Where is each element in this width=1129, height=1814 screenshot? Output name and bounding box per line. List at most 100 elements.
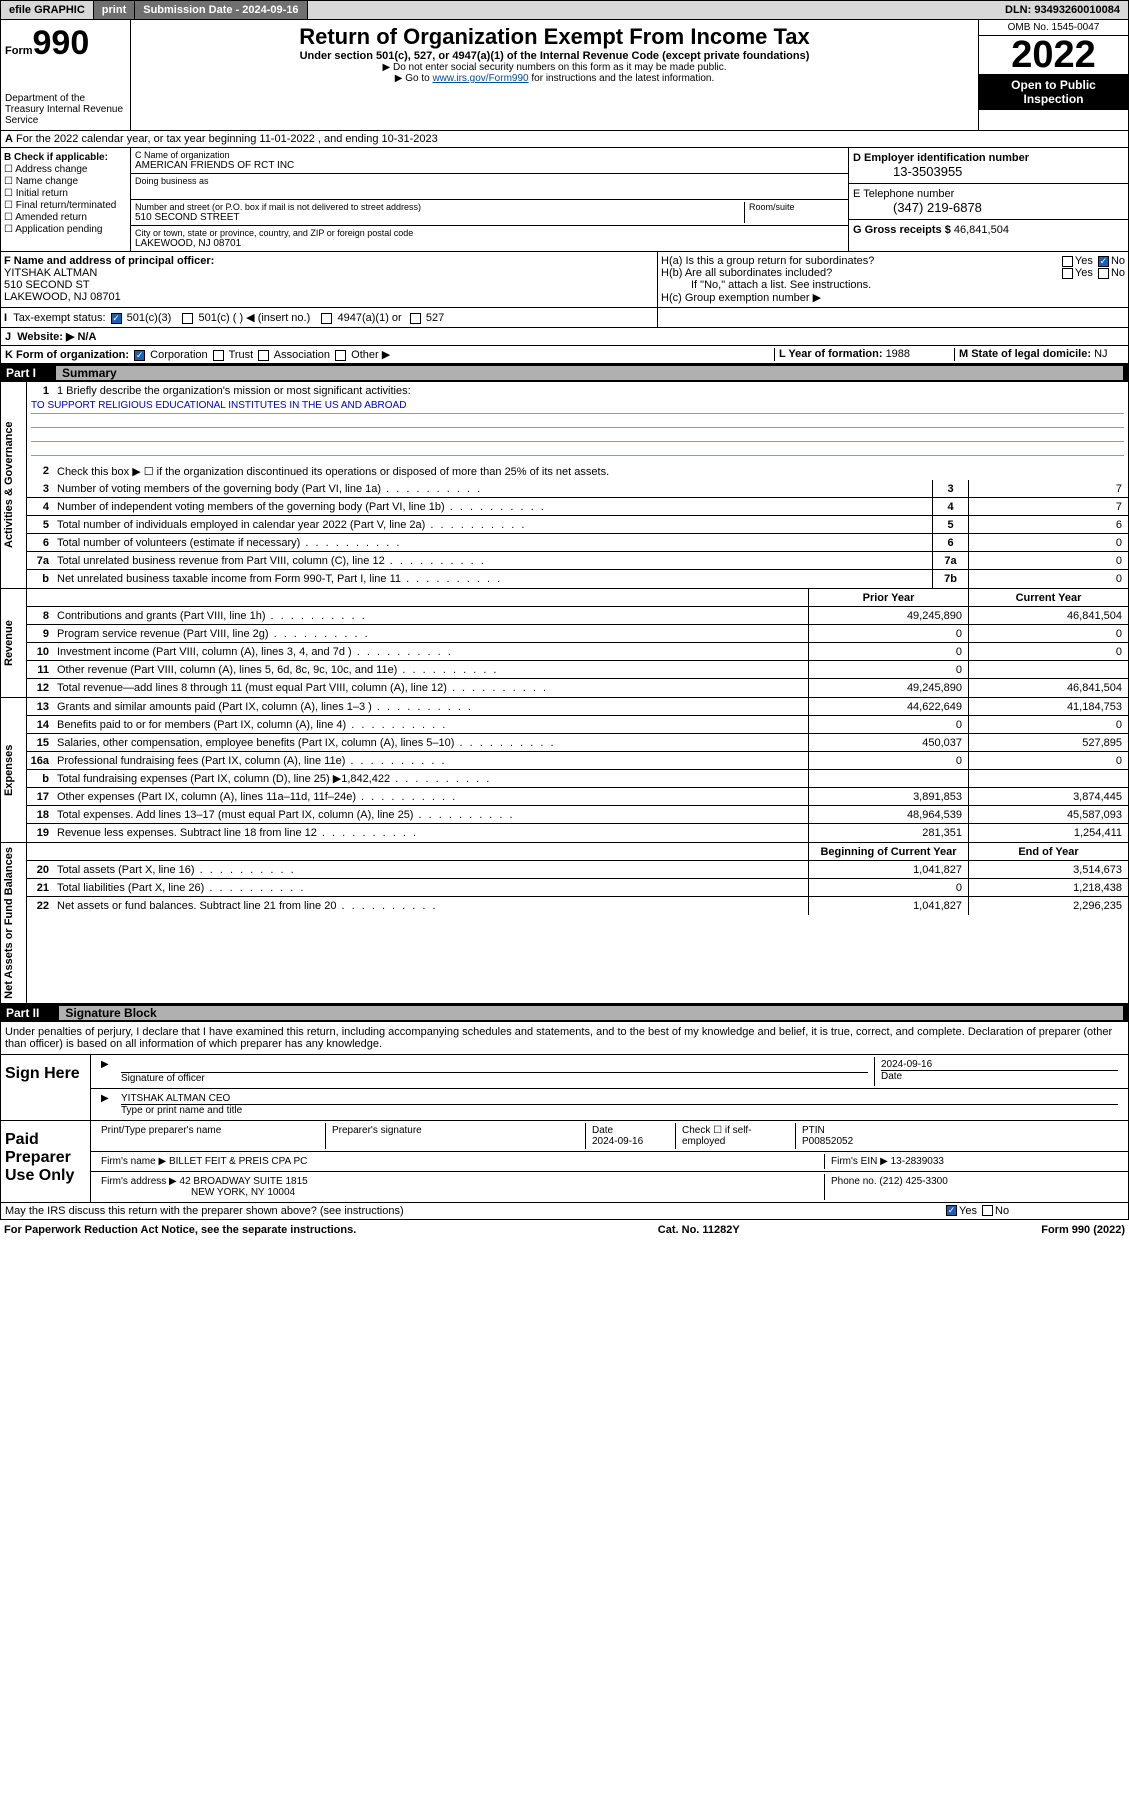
principal-officer: F Name and address of principal officer:…: [1, 252, 658, 307]
check-amended-return[interactable]: ☐ Amended return: [4, 212, 127, 223]
form-header: Form990 Department of the Treasury Inter…: [0, 20, 1129, 131]
open-to-public: Open to Public Inspection: [979, 74, 1128, 110]
part1-header: Part ISummary: [0, 364, 1129, 382]
dln: DLN: 93493260010084: [997, 1, 1128, 19]
header-right: OMB No. 1545-0047 2022 Open to Public In…: [978, 20, 1128, 130]
city-cell: City or town, state or province, country…: [131, 226, 848, 251]
state-domicile: M State of legal domicile: NJ: [954, 348, 1124, 361]
gov-line-7a: 7a Total unrelated business revenue from…: [27, 552, 1128, 570]
discuss-yes-check[interactable]: ✓: [946, 1205, 957, 1216]
tax-year-line: A For the 2022 calendar year, or tax yea…: [0, 131, 1129, 148]
instructions-note: ▶ Go to www.irs.gov/Form990 for instruct…: [135, 73, 974, 84]
summary-expenses: Expenses 13 Grants and similar amounts p…: [0, 698, 1129, 843]
ein-cell: D Employer identification number 13-3503…: [849, 148, 1128, 184]
header-title-block: Return of Organization Exempt From Incom…: [131, 20, 978, 130]
section-klm: K Form of organization: ✓ Corporation Tr…: [0, 346, 1129, 364]
line-8: 8 Contributions and grants (Part VIII, l…: [27, 607, 1128, 625]
efile-label: efile GRAPHIC: [1, 1, 94, 19]
discuss-no-check[interactable]: [982, 1205, 993, 1216]
line-22: 22 Net assets or fund balances. Subtract…: [27, 897, 1128, 915]
line-17: 17 Other expenses (Part IX, column (A), …: [27, 788, 1128, 806]
line-10: 10 Investment income (Part VIII, column …: [27, 643, 1128, 661]
part2-header: Part IISignature Block: [0, 1004, 1129, 1022]
col-c-org-info: C Name of organization AMERICAN FRIENDS …: [131, 148, 848, 251]
line-12: 12 Total revenue—add lines 8 through 11 …: [27, 679, 1128, 697]
other-check[interactable]: [335, 350, 346, 361]
check-application-pending[interactable]: ☐ Application pending: [4, 224, 127, 235]
summary-netassets: Net Assets or Fund Balances Beginning of…: [0, 843, 1129, 1004]
submission-date: Submission Date - 2024-09-16: [135, 1, 307, 19]
ha-row: H(a) Is this a group return for subordin…: [661, 255, 1125, 267]
assoc-check[interactable]: [258, 350, 269, 361]
501c3-check[interactable]: ✓: [111, 313, 122, 324]
check-address-change[interactable]: ☐ Address change: [4, 164, 127, 175]
line-21: 21 Total liabilities (Part X, line 26) 0…: [27, 879, 1128, 897]
line-9: 9 Program service revenue (Part VIII, li…: [27, 625, 1128, 643]
form-subtitle: Under section 501(c), 527, or 4947(a)(1)…: [135, 50, 974, 62]
privacy-note: ▶ Do not enter social security numbers o…: [135, 62, 974, 73]
city-state-zip: LAKEWOOD, NJ 08701: [135, 238, 844, 249]
discuss-row: May the IRS discuss this return with the…: [0, 1203, 1129, 1220]
hc-row: H(c) Group exemption number ▶: [661, 291, 1125, 304]
line-b: b Total fundraising expenses (Part IX, c…: [27, 770, 1128, 788]
hb-note: If "No," attach a list. See instructions…: [661, 279, 1125, 291]
sign-here-label: Sign Here: [1, 1055, 91, 1120]
check-initial-return[interactable]: ☐ Initial return: [4, 188, 127, 199]
print-button[interactable]: print: [94, 1, 135, 19]
check-final-return[interactable]: ☐ Final return/terminated: [4, 200, 127, 211]
sign-here-block: Sign Here ▶ Signature of officer 2024-09…: [0, 1055, 1129, 1121]
form-of-org: K Form of organization: ✓ Corporation Tr…: [5, 348, 774, 361]
summary-revenue: Revenue Prior Year Current Year 8 Contri…: [0, 589, 1129, 698]
dba-cell: Doing business as: [131, 174, 848, 200]
top-bar: efile GRAPHIC print Submission Date - 20…: [0, 0, 1129, 20]
section-fh: F Name and address of principal officer:…: [0, 252, 1129, 308]
501c-check[interactable]: [182, 313, 193, 324]
phone-cell: E Telephone number (347) 219-6878: [849, 184, 1128, 220]
ha-yes-check[interactable]: [1062, 256, 1073, 267]
gov-line-5: 5 Total number of individuals employed i…: [27, 516, 1128, 534]
tax-year: 2022: [979, 36, 1128, 74]
phone-value: (347) 219-6878: [853, 200, 1124, 215]
section-i: I Tax-exempt status: ✓ 501(c)(3) 501(c) …: [0, 308, 1129, 328]
paid-preparer-block: Paid Preparer Use Only Print/Type prepar…: [0, 1121, 1129, 1203]
line-16a: 16a Professional fundraising fees (Part …: [27, 752, 1128, 770]
gross-receipts-value: 46,841,504: [954, 224, 1009, 236]
form-title: Return of Organization Exempt From Incom…: [135, 24, 974, 50]
paid-preparer-label: Paid Preparer Use Only: [1, 1121, 91, 1202]
group-return: H(a) Is this a group return for subordin…: [658, 252, 1128, 307]
ha-no-check[interactable]: ✓: [1098, 256, 1109, 267]
vtab-expenses: Expenses: [1, 698, 27, 842]
gov-line-4: 4 Number of independent voting members o…: [27, 498, 1128, 516]
line-20: 20 Total assets (Part X, line 16) 1,041,…: [27, 861, 1128, 879]
vtab-governance: Activities & Governance: [1, 382, 27, 588]
form-version: Form 990 (2022): [1041, 1224, 1125, 1236]
line-14: 14 Benefits paid to or for members (Part…: [27, 716, 1128, 734]
527-check[interactable]: [410, 313, 421, 324]
line-18: 18 Total expenses. Add lines 13–17 (must…: [27, 806, 1128, 824]
gov-line-6: 6 Total number of volunteers (estimate i…: [27, 534, 1128, 552]
gov-line-3: 3 Number of voting members of the govern…: [27, 480, 1128, 498]
org-name: AMERICAN FRIENDS OF RCT INC: [135, 160, 844, 171]
dept-label: Department of the Treasury Internal Reve…: [5, 93, 126, 126]
corp-check[interactable]: ✓: [134, 350, 145, 361]
line-15: 15 Salaries, other compensation, employe…: [27, 734, 1128, 752]
4947-check[interactable]: [321, 313, 332, 324]
gov-line-b: b Net unrelated business taxable income …: [27, 570, 1128, 588]
hb-no-check[interactable]: [1098, 268, 1109, 279]
footer: For Paperwork Reduction Act Notice, see …: [0, 1220, 1129, 1240]
org-name-cell: C Name of organization AMERICAN FRIENDS …: [131, 148, 848, 174]
street-cell: Number and street (or P.O. box if mail i…: [131, 200, 848, 226]
end-year-hdr: End of Year: [968, 843, 1128, 860]
hb-yes-check[interactable]: [1062, 268, 1073, 279]
instructions-link[interactable]: www.irs.gov/Form990: [432, 73, 528, 84]
col-b-checks: B Check if applicable: ☐ Address change …: [1, 148, 131, 251]
line-19: 19 Revenue less expenses. Subtract line …: [27, 824, 1128, 842]
section-bcd: B Check if applicable: ☐ Address change …: [0, 148, 1129, 252]
trust-check[interactable]: [213, 350, 224, 361]
check-name-change[interactable]: ☐ Name change: [4, 176, 127, 187]
col-d-ein: D Employer identification number 13-3503…: [848, 148, 1128, 251]
vtab-revenue: Revenue: [1, 589, 27, 697]
street-address: 510 SECOND STREET: [135, 212, 744, 223]
vtab-netassets: Net Assets or Fund Balances: [1, 843, 27, 1003]
line-11: 11 Other revenue (Part VIII, column (A),…: [27, 661, 1128, 679]
